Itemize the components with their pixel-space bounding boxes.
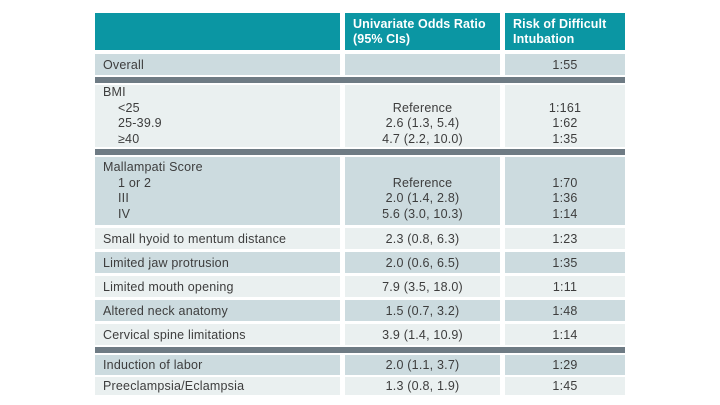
risk-value: 1:36	[552, 191, 578, 205]
table-row-induction: Induction of labor 2.0 (1.1, 3.7) 1:29	[95, 355, 625, 375]
odds-ratio-value: 2.3 (0.8, 6.3)	[345, 228, 500, 249]
risk-value: 1:55	[505, 54, 625, 75]
header-cell-odds-ratio: Univariate Odds Ratio (95% CIs)	[345, 13, 500, 50]
table-row-mouth-opening: Limited mouth opening 7.9 (3.5, 18.0) 1:…	[95, 276, 625, 297]
group-labels: BMI <25 25-39.9 ≥40	[95, 85, 340, 147]
group-label: Mallampati Score	[103, 160, 203, 174]
header-odds-ratio-line1: Univariate Odds Ratio	[353, 16, 486, 31]
risk-value: 1:48	[505, 300, 625, 321]
risk-value: 1:62	[552, 116, 578, 130]
group-item-label: 1 or 2	[118, 175, 152, 190]
odds-ratio-value: 1.5 (0.7, 3.2)	[345, 300, 500, 321]
odds-ratio-value: 2.6 (1.3, 5.4)	[385, 116, 460, 130]
risk-value: 1:11	[505, 276, 625, 297]
odds-ratio-value: 1.3 (0.8, 1.9)	[345, 377, 500, 395]
risk-value: 1:35	[505, 252, 625, 273]
odds-ratio-value: 7.9 (3.5, 18.0)	[345, 276, 500, 297]
odds-ratio-value	[345, 54, 500, 75]
row-label: Limited jaw protrusion	[95, 252, 340, 273]
risk-value: 1:29	[505, 355, 625, 375]
row-label: Small hyoid to mentum distance	[95, 228, 340, 249]
risk-value: 1:70	[552, 175, 578, 190]
row-label: Limited mouth opening	[95, 276, 340, 297]
group-odds-ratio-values: Reference 2.6 (1.3, 5.4) 4.7 (2.2, 10.0)	[345, 85, 500, 147]
group-risk-values: 1:70 1:36 1:14	[505, 157, 625, 225]
spacer-line	[345, 160, 500, 176]
table-row-small-hyoid: Small hyoid to mentum distance 2.3 (0.8,…	[95, 228, 625, 249]
risk-value: 1:23	[505, 228, 625, 249]
risk-value: 1:45	[505, 377, 625, 395]
spacer-line	[505, 160, 625, 176]
spacer-line	[505, 85, 625, 101]
risk-value: 1:161	[548, 100, 582, 115]
group-odds-ratio-values: Reference 2.0 (1.4, 2.8) 5.6 (3.0, 10.3)	[345, 157, 500, 225]
odds-ratio-value: 2.0 (1.1, 3.7)	[345, 355, 500, 375]
group-item-label: 25-39.9	[118, 116, 162, 130]
row-label: Induction of labor	[95, 355, 340, 375]
header-cell-empty	[95, 13, 340, 50]
section-divider	[95, 149, 625, 155]
odds-ratio-value: 3.9 (1.4, 10.9)	[345, 324, 500, 345]
header-risk-line1: Risk of Difficult	[513, 16, 607, 31]
risk-value: 1:14	[552, 206, 578, 221]
table-row-group-mallampati: Mallampati Score 1 or 2 III IV Reference…	[95, 157, 625, 225]
odds-ratio-table: Univariate Odds Ratio (95% CIs) Risk of …	[95, 13, 625, 395]
table-row-neck-anatomy: Altered neck anatomy 1.5 (0.7, 3.2) 1:48	[95, 300, 625, 321]
section-divider	[95, 77, 625, 83]
header-cell-risk: Risk of Difficult Intubation	[505, 13, 625, 50]
row-label: Overall	[95, 54, 340, 75]
table-row-overall: Overall 1:55	[95, 54, 625, 75]
odds-ratio-value: Reference	[392, 100, 453, 115]
section-divider	[95, 347, 625, 353]
group-item-label: III	[118, 191, 130, 205]
odds-ratio-value: 2.0 (1.4, 2.8)	[385, 191, 460, 205]
row-label: Altered neck anatomy	[95, 300, 340, 321]
header-risk-line2: Intubation	[513, 31, 575, 46]
spacer-line	[345, 85, 500, 101]
odds-ratio-value: Reference	[392, 175, 453, 190]
group-item-label: <25	[118, 100, 140, 115]
risk-value: 1:14	[505, 324, 625, 345]
odds-ratio-value: 2.0 (0.6, 6.5)	[345, 252, 500, 273]
table-row-preeclampsia: Preeclampsia/Eclampsia 1.3 (0.8, 1.9) 1:…	[95, 377, 625, 395]
header-odds-ratio-line2: (95% CIs)	[353, 31, 411, 46]
group-item-label: IV	[118, 206, 131, 221]
odds-ratio-value: 4.7 (2.2, 10.0)	[382, 131, 463, 146]
table-header-row: Univariate Odds Ratio (95% CIs) Risk of …	[95, 13, 625, 50]
odds-ratio-value: 5.6 (3.0, 10.3)	[382, 206, 463, 221]
row-label: Cervical spine limitations	[95, 324, 340, 345]
row-label: Preeclampsia/Eclampsia	[95, 377, 340, 395]
group-risk-values: 1:161 1:62 1:35	[505, 85, 625, 147]
risk-value: 1:35	[552, 131, 578, 146]
table-row-cervical-spine: Cervical spine limitations 3.9 (1.4, 10.…	[95, 324, 625, 345]
group-item-label: ≥40	[118, 131, 140, 146]
table-row-group-bmi: BMI <25 25-39.9 ≥40 Reference 2.6 (1.3, …	[95, 85, 625, 147]
group-label: BMI	[103, 85, 126, 99]
table-row-jaw-protrusion: Limited jaw protrusion 2.0 (0.6, 6.5) 1:…	[95, 252, 625, 273]
group-labels: Mallampati Score 1 or 2 III IV	[95, 157, 340, 225]
